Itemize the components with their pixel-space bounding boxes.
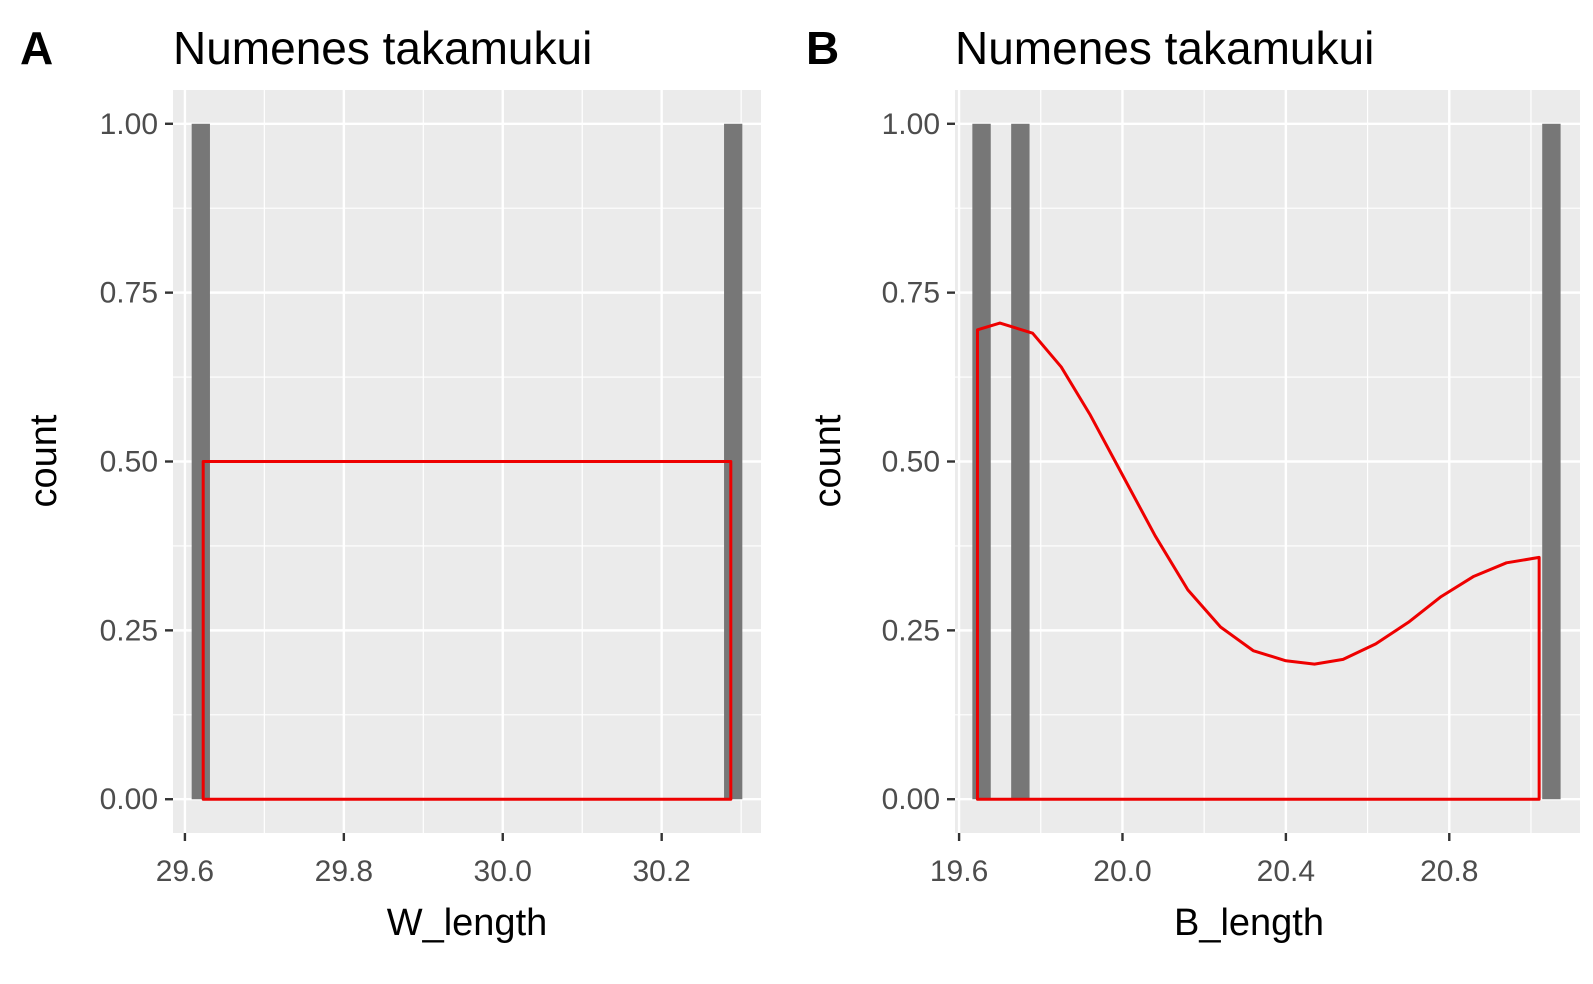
y-tick-label: 0.25 <box>100 614 158 647</box>
y-tick-label: 1.00 <box>882 108 940 141</box>
y-tick-label: 0.75 <box>882 277 940 310</box>
x-tick-label: 30.0 <box>474 855 532 888</box>
panel-b-bars <box>972 123 1561 800</box>
panel-b: B Numenes takamukui 0.00 0.25 0.50 0.75 1.00… <box>806 22 1580 944</box>
panel-a-bars <box>191 123 743 800</box>
x-tick-label: 29.8 <box>315 855 373 888</box>
x-tick-label: 30.2 <box>632 855 690 888</box>
panel-a: A Numenes takamukui 0.00 0.25 0.50 0.75 1.00… <box>20 22 761 944</box>
panel-b-letter: B <box>806 22 839 74</box>
density-line <box>201 460 733 801</box>
panel-b-y-axis-title: count <box>807 414 849 507</box>
panel-b-grid <box>955 90 1580 833</box>
y-tick-label: 1.00 <box>100 108 158 141</box>
y-tick-label: 0.25 <box>882 614 940 647</box>
histogram-bar <box>191 123 210 800</box>
y-tick-label: 0.00 <box>100 783 158 816</box>
histogram-bar <box>1542 123 1561 800</box>
histogram-bar <box>724 123 743 800</box>
x-tick-label: 20.4 <box>1257 855 1315 888</box>
panel-a-title: Numenes takamukui <box>173 22 592 74</box>
x-tick-label: 19.6 <box>930 855 988 888</box>
panel-a-x-axis-title: W_length <box>387 902 548 944</box>
panel-b-x-axis-title: B_length <box>1174 902 1324 944</box>
panel-a-density <box>201 460 733 801</box>
panel-a-y-axis-title: count <box>23 414 65 507</box>
panel-b-title: Numenes takamukui <box>955 22 1374 74</box>
panel-a-letter: A <box>20 22 53 74</box>
panel-b-y-axis: 0.00 0.25 0.50 0.75 1.00 <box>882 108 955 816</box>
y-tick-label: 0.50 <box>100 446 158 479</box>
panel-b-density <box>975 321 1541 801</box>
histogram-bar <box>1011 123 1030 800</box>
histogram-bar <box>972 123 991 800</box>
x-tick-label: 29.6 <box>156 855 214 888</box>
panel-a-y-axis: 0.00 0.25 0.50 0.75 1.00 <box>100 108 173 816</box>
x-tick-label: 20.8 <box>1420 855 1478 888</box>
panel-a-x-axis: 29.6 29.8 30.0 30.2 <box>156 833 691 888</box>
y-tick-label: 0.50 <box>882 446 940 479</box>
density-line <box>975 321 1541 801</box>
panel-b-x-axis: 19.6 20.0 20.4 20.8 <box>930 833 1478 888</box>
x-tick-label: 20.0 <box>1093 855 1151 888</box>
y-tick-label: 0.00 <box>882 783 940 816</box>
y-tick-label: 0.75 <box>100 277 158 310</box>
